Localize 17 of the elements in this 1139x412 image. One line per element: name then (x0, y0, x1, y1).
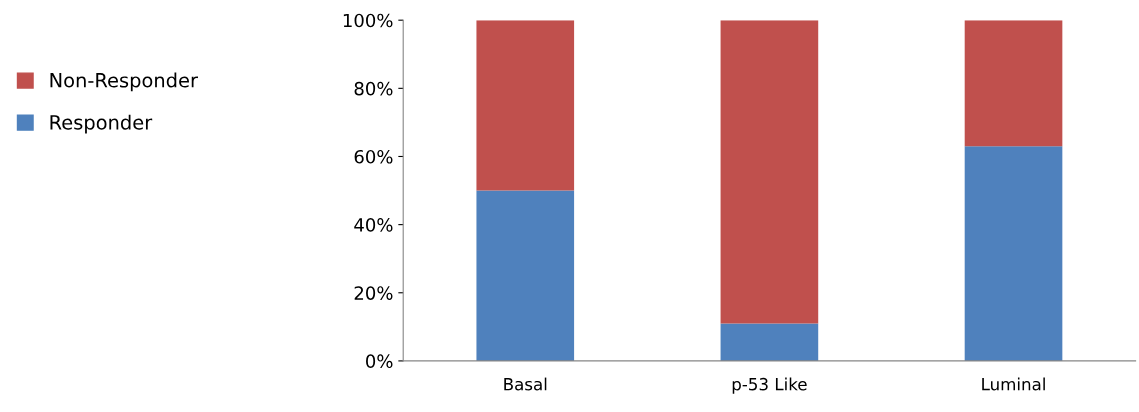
y-tick-label: 0% (366, 354, 393, 369)
bar (476, 20, 575, 191)
x-tick-label: Luminal (982, 377, 1045, 391)
y-tick-label: 20% (354, 286, 393, 300)
y-tick-label: 100% (343, 13, 393, 28)
bar (964, 20, 1063, 147)
x-tick-label: Basal (504, 377, 547, 391)
legend-label: Responder (50, 114, 153, 134)
bar (476, 190, 575, 361)
y-tick-label: 80% (354, 81, 393, 96)
bar (720, 20, 819, 324)
y-tick-label: 40% (354, 218, 393, 232)
bar (964, 146, 1063, 361)
x-tick-label: p-53 Like (732, 377, 807, 394)
legend-label: Non-Responder (50, 72, 198, 92)
y-tick-label: 60% (354, 149, 393, 164)
bar (720, 323, 819, 361)
